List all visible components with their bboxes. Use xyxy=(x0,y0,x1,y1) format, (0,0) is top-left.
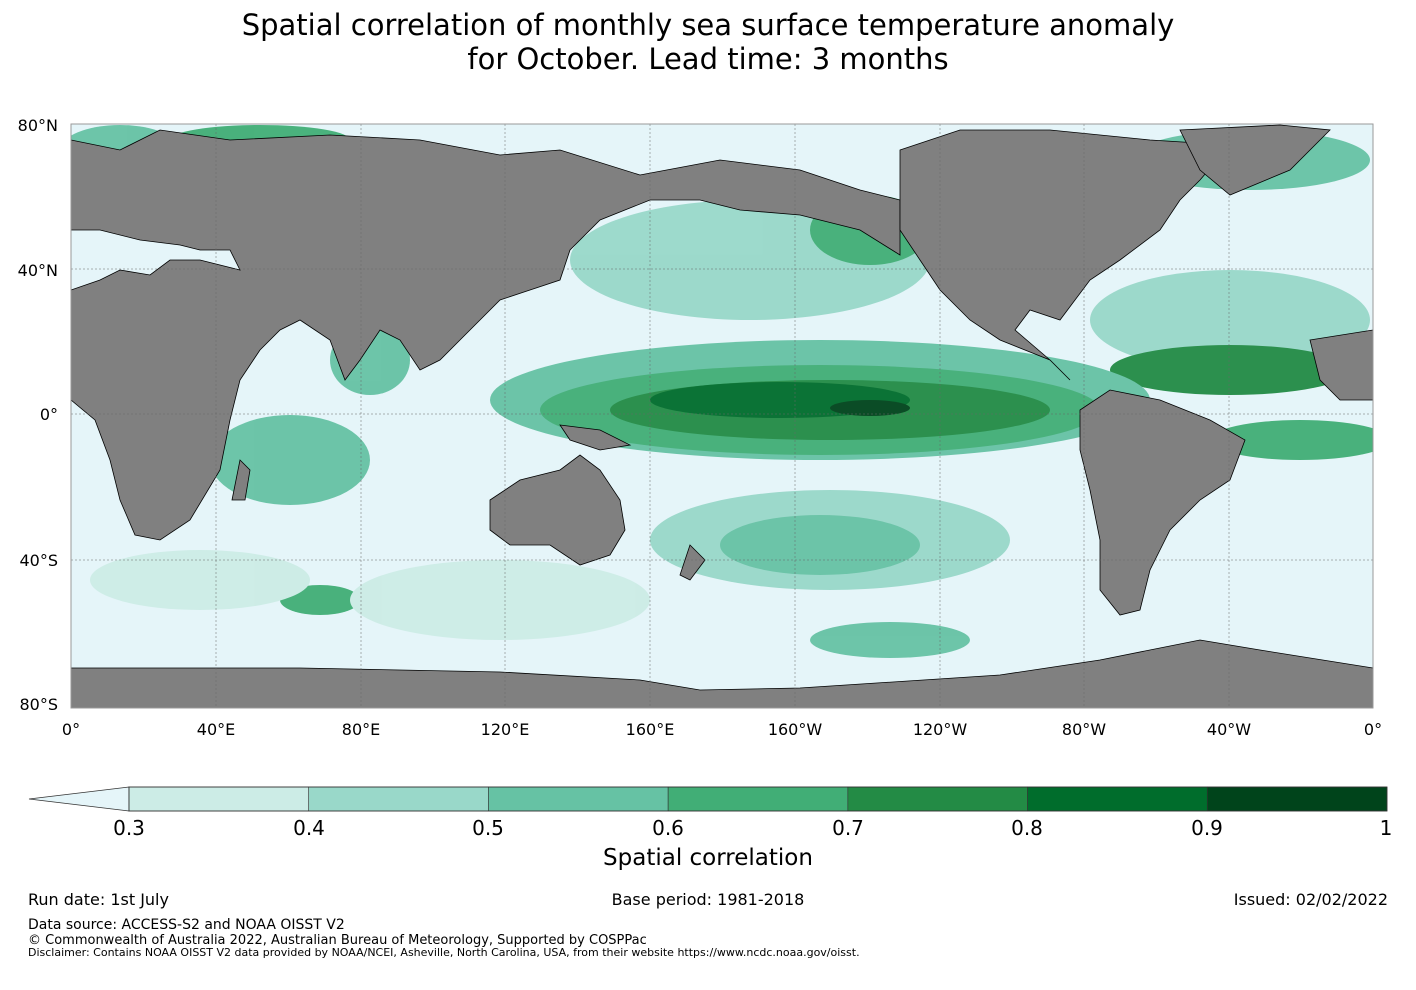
lon-label-80e: 80°E xyxy=(341,720,381,739)
data-source: Data source: ACCESS-S2 and NOAA OISST V2 xyxy=(28,917,345,933)
colorbar-frame xyxy=(128,786,1388,812)
colorbar-segment-5 xyxy=(1027,786,1208,812)
lon-label-160w: 160°W xyxy=(767,720,823,739)
colorbar-tick-0: 0.3 xyxy=(113,816,145,840)
lon-label-160e: 160°E xyxy=(625,720,675,739)
base-period: Base period: 1981-2018 xyxy=(611,890,805,909)
lat-label-80n: 80°N xyxy=(17,116,58,135)
title-line-1: Spatial correlation of monthly sea surfa… xyxy=(241,8,1175,42)
colorbar-label: Spatial correlation xyxy=(603,845,813,871)
lat-label-40s: 40°S xyxy=(19,551,58,570)
new-guinea xyxy=(559,424,632,451)
lat-label-0: 0° xyxy=(39,405,58,424)
colorbar-segments xyxy=(128,786,1388,812)
colorbar-tick-3: 0.6 xyxy=(652,816,684,840)
greenland xyxy=(1179,124,1331,196)
lon-label-0: 0° xyxy=(61,720,81,739)
west-africa xyxy=(1309,329,1373,401)
colorbar-segment-1 xyxy=(308,786,489,812)
colorbar-segment-4 xyxy=(847,786,1028,812)
antarctica xyxy=(71,639,1373,708)
colorbar-segment-2 xyxy=(488,786,669,812)
run-date: Run date: 1st July xyxy=(28,890,169,909)
colorbar-tick-7: 1 xyxy=(1379,816,1393,840)
graticule xyxy=(71,124,1373,708)
land xyxy=(71,124,1373,708)
colorbar-segment-3 xyxy=(667,786,849,812)
lon-label-80w: 80°W xyxy=(1061,720,1107,739)
copyright: © Commonwealth of Australia 2022, Austra… xyxy=(28,933,647,948)
disclaimer: Disclaimer: Contains NOAA OISST V2 data … xyxy=(28,946,860,959)
lon-label-120e: 120°E xyxy=(480,720,530,739)
colorbar-tick-4: 0.7 xyxy=(832,816,864,840)
colorbar-segment-6 xyxy=(1206,786,1388,812)
map-frame xyxy=(70,123,1374,709)
colorbar-tick-6: 0.9 xyxy=(1191,816,1223,840)
lon-label-40w: 40°W xyxy=(1206,720,1252,739)
colorbar-tick-2: 0.5 xyxy=(472,816,504,840)
colorbar-segment-0 xyxy=(128,786,310,812)
title-line-2: for October. Lead time: 3 months xyxy=(467,42,949,76)
new-zealand xyxy=(679,544,706,581)
lon-label-40e: 40°E xyxy=(196,720,236,739)
eurasia-africa xyxy=(71,129,901,541)
lat-label-40n: 40°N xyxy=(17,261,58,280)
madagascar xyxy=(231,459,251,501)
colorbar-extend-arrow xyxy=(28,786,130,812)
lat-label-80s: 80°S xyxy=(19,695,58,714)
colorbar-tick-5: 0.8 xyxy=(1011,816,1043,840)
south-america xyxy=(1079,389,1246,616)
australia xyxy=(489,454,626,566)
colorbar-tick-1: 0.4 xyxy=(293,816,325,840)
lon-label-120w: 120°W xyxy=(912,720,968,739)
lon-label-0-right: 0° xyxy=(1363,720,1383,739)
issued-date: Issued: 02/02/2022 xyxy=(1233,890,1388,909)
chart-title: Spatial correlation of monthly sea surfa… xyxy=(0,8,1416,76)
